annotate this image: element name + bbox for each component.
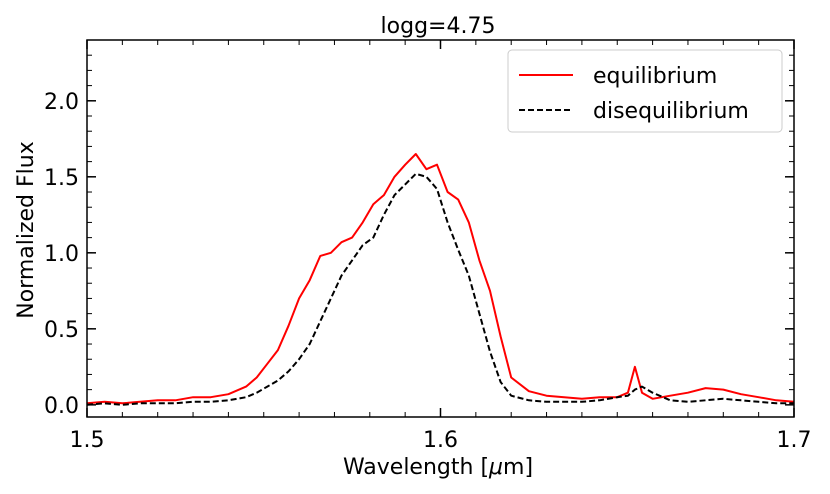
legend: equilibrium disequilibrium [507,49,783,133]
x-axis-label: Wavelength [μm] [343,455,533,480]
x-axis-label-prefix: Wavelength [ [343,455,489,480]
legend-box [507,49,783,133]
y-tick-label: 0.0 [44,394,79,419]
y-tick-label: 1.0 [44,242,79,267]
y-tick-label: 1.5 [44,166,79,191]
legend-label-disequilibrium: disequilibrium [593,99,749,124]
series-line-equilibrium [86,153,795,405]
y-axis: 0.0 0.5 1.0 1.5 2.0 [44,39,794,419]
y-tick-label: 0.5 [44,318,79,343]
y-tick-label: 2.0 [44,90,79,115]
x-tick-label: 1.5 [70,428,105,453]
x-axis: 1.5 1.6 1.7 [70,40,812,453]
x-axis-label-suffix: m] [503,455,533,480]
x-tick-label: 1.6 [423,428,458,453]
series-line-disequilibrium [86,172,794,406]
plot-area [86,153,795,406]
y-axis-label: Normalized Flux [14,141,39,318]
x-tick-label: 1.7 [777,428,812,453]
x-axis-label-mu: μ [488,455,503,480]
legend-label-equilibrium: equilibrium [593,64,717,89]
chart-title: logg=4.75 [381,14,496,39]
